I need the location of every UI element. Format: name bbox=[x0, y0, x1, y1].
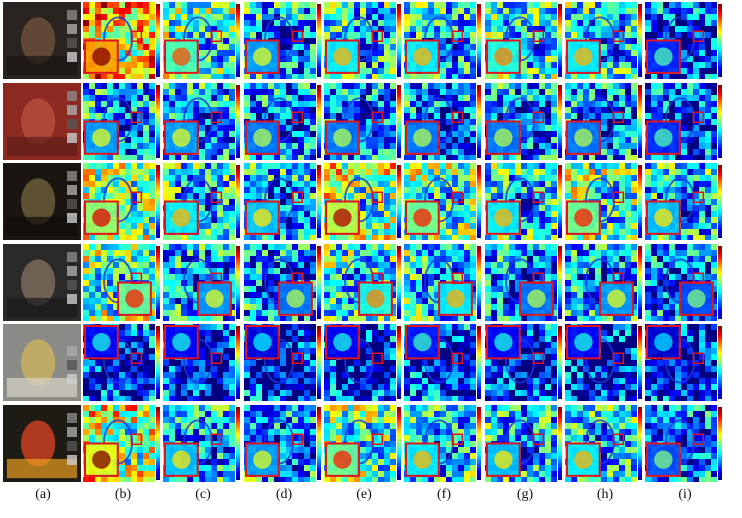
error-map-statue-bust-3 bbox=[244, 163, 321, 240]
error-map-statue-bust-5 bbox=[404, 163, 481, 240]
error-map-face-5 bbox=[404, 244, 481, 321]
error-map-face-6 bbox=[485, 244, 562, 321]
error-map-fabric-5 bbox=[404, 83, 481, 160]
column-label-f: (f) bbox=[437, 487, 451, 502]
error-map-glasses-2 bbox=[163, 324, 240, 401]
error-map-toy-doll-2 bbox=[163, 2, 240, 79]
column-label-a: (a) bbox=[35, 487, 51, 502]
error-map-toy-doll-4 bbox=[324, 2, 401, 79]
error-map-statue-bust-2 bbox=[163, 163, 240, 240]
error-map-statue-bust-8 bbox=[645, 163, 722, 240]
error-map-flowers-1 bbox=[83, 405, 160, 482]
error-map-fabric-4 bbox=[324, 83, 401, 160]
error-map-face-4 bbox=[324, 244, 401, 321]
error-map-toy-doll-6 bbox=[485, 2, 562, 79]
column-label-b: (b) bbox=[114, 487, 132, 502]
column-label-h: (h) bbox=[596, 487, 614, 502]
original-image-face bbox=[3, 244, 81, 321]
error-map-face-8 bbox=[645, 244, 722, 321]
error-map-face-3 bbox=[244, 244, 321, 321]
original-image-glasses bbox=[3, 324, 81, 401]
column-label-d: (d) bbox=[275, 487, 293, 502]
error-map-face-1 bbox=[83, 244, 160, 321]
column-label-e: (e) bbox=[356, 487, 372, 502]
error-map-flowers-2 bbox=[163, 405, 240, 482]
original-image-toy-doll bbox=[3, 2, 81, 79]
error-map-toy-doll-1 bbox=[83, 2, 160, 79]
error-map-fabric-1 bbox=[83, 83, 160, 160]
error-map-face-2 bbox=[163, 244, 240, 321]
original-image-fabric bbox=[3, 83, 81, 160]
error-map-flowers-7 bbox=[565, 405, 642, 482]
column-label-c: (c) bbox=[195, 487, 211, 502]
error-map-glasses-8 bbox=[645, 324, 722, 401]
error-map-toy-doll-5 bbox=[404, 2, 481, 79]
error-map-toy-doll-8 bbox=[645, 2, 722, 79]
original-image-flowers bbox=[3, 405, 81, 482]
error-map-fabric-2 bbox=[163, 83, 240, 160]
error-map-statue-bust-4 bbox=[324, 163, 401, 240]
error-map-flowers-6 bbox=[485, 405, 562, 482]
error-map-flowers-8 bbox=[645, 405, 722, 482]
error-map-fabric-6 bbox=[485, 83, 562, 160]
error-map-statue-bust-7 bbox=[565, 163, 642, 240]
column-label-i: (i) bbox=[678, 487, 692, 502]
original-image-statue-bust bbox=[3, 163, 81, 240]
column-label-g: (g) bbox=[516, 487, 534, 502]
error-map-glasses-4 bbox=[324, 324, 401, 401]
error-map-statue-bust-1 bbox=[83, 163, 160, 240]
error-map-glasses-5 bbox=[404, 324, 481, 401]
error-map-face-7 bbox=[565, 244, 642, 321]
error-map-glasses-1 bbox=[83, 324, 160, 401]
error-map-glasses-6 bbox=[485, 324, 562, 401]
error-map-toy-doll-3 bbox=[244, 2, 321, 79]
error-map-fabric-8 bbox=[645, 83, 722, 160]
error-map-flowers-5 bbox=[404, 405, 481, 482]
error-map-toy-doll-7 bbox=[565, 2, 642, 79]
error-map-statue-bust-6 bbox=[485, 163, 562, 240]
error-map-flowers-3 bbox=[244, 405, 321, 482]
error-map-glasses-7 bbox=[565, 324, 642, 401]
error-map-fabric-7 bbox=[565, 83, 642, 160]
error-map-fabric-3 bbox=[244, 83, 321, 160]
error-map-flowers-4 bbox=[324, 405, 401, 482]
error-map-glasses-3 bbox=[244, 324, 321, 401]
